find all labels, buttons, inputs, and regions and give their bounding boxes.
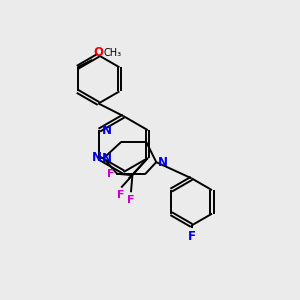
Text: F: F: [127, 195, 135, 205]
Text: N: N: [102, 124, 112, 136]
Text: CH₃: CH₃: [103, 48, 122, 59]
Text: N: N: [102, 152, 112, 165]
Text: F: F: [117, 190, 124, 200]
Text: N: N: [92, 151, 102, 164]
Text: N: N: [158, 156, 168, 169]
Text: O: O: [93, 46, 103, 59]
Text: F: F: [188, 230, 196, 243]
Text: F: F: [107, 169, 114, 179]
